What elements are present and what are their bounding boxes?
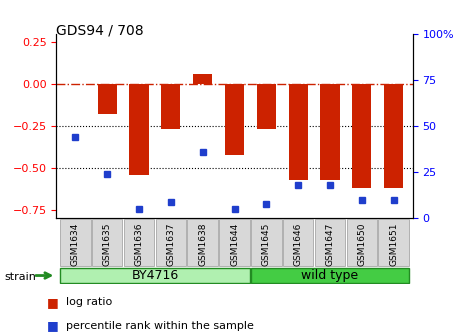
Bar [193, 74, 212, 84]
Bar [161, 84, 181, 129]
FancyBboxPatch shape [283, 219, 313, 266]
Text: GSM1651: GSM1651 [389, 222, 398, 266]
Text: GDS94 / 708: GDS94 / 708 [56, 24, 144, 38]
FancyBboxPatch shape [315, 219, 345, 266]
Text: GSM1646: GSM1646 [294, 222, 303, 266]
Text: percentile rank within the sample: percentile rank within the sample [66, 321, 254, 331]
FancyBboxPatch shape [251, 268, 409, 283]
Bar [384, 84, 403, 188]
Text: GSM1637: GSM1637 [166, 222, 175, 266]
FancyBboxPatch shape [60, 268, 250, 283]
FancyBboxPatch shape [92, 219, 122, 266]
Bar [98, 84, 117, 114]
Text: ■: ■ [47, 320, 59, 332]
Text: BY4716: BY4716 [131, 269, 179, 282]
Text: GSM1644: GSM1644 [230, 222, 239, 265]
FancyBboxPatch shape [219, 219, 250, 266]
FancyBboxPatch shape [188, 219, 218, 266]
Text: strain: strain [5, 272, 37, 282]
Text: GSM1645: GSM1645 [262, 222, 271, 266]
Text: GSM1647: GSM1647 [325, 222, 334, 266]
Text: GSM1638: GSM1638 [198, 222, 207, 266]
Bar [225, 84, 244, 155]
FancyBboxPatch shape [124, 219, 154, 266]
Bar [352, 84, 371, 188]
Bar [288, 84, 308, 180]
FancyBboxPatch shape [60, 219, 91, 266]
Bar [129, 84, 149, 175]
FancyBboxPatch shape [347, 219, 377, 266]
Text: log ratio: log ratio [66, 297, 112, 307]
Text: GSM1634: GSM1634 [71, 222, 80, 266]
Text: wild type: wild type [302, 269, 358, 282]
FancyBboxPatch shape [156, 219, 186, 266]
Text: GSM1636: GSM1636 [135, 222, 144, 266]
FancyBboxPatch shape [378, 219, 409, 266]
Text: ■: ■ [47, 296, 59, 309]
Bar [257, 84, 276, 129]
Bar [320, 84, 340, 180]
FancyBboxPatch shape [251, 219, 281, 266]
Text: GSM1635: GSM1635 [103, 222, 112, 266]
Text: GSM1650: GSM1650 [357, 222, 366, 266]
